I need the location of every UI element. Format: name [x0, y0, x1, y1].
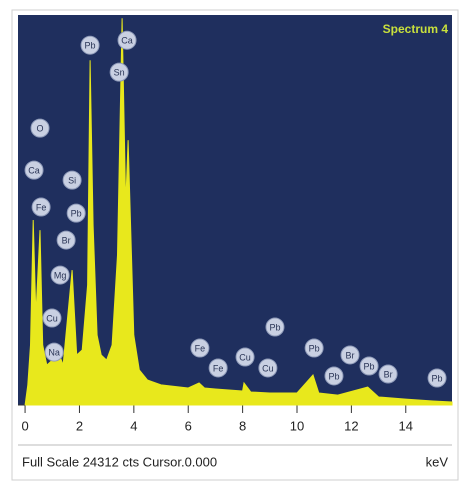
peak-badge: [258, 358, 278, 378]
x-tick-label: 8: [239, 418, 246, 433]
peak-badge: [265, 317, 285, 337]
peak-label: O: [37, 123, 44, 133]
peak-label: Br: [384, 369, 393, 379]
peak-badge: [109, 62, 129, 82]
peak-label: Si: [68, 175, 76, 185]
peak-badge: [208, 358, 228, 378]
peak-badge: [117, 30, 137, 50]
peak-badge: [190, 338, 210, 358]
x-tick-label: 2: [76, 418, 83, 433]
peak-label: Fe: [213, 363, 224, 373]
x-tick-label: 0: [21, 418, 28, 433]
x-axis-label: keV: [426, 454, 449, 469]
peak-badge: [24, 160, 44, 180]
peak-label: Pb: [328, 371, 339, 381]
peak-badge: [31, 197, 51, 217]
peak-badge: [42, 308, 62, 328]
x-tick-label: 12: [344, 418, 358, 433]
peak-label: Na: [48, 347, 60, 357]
peak-label: Pb: [71, 209, 82, 219]
peak-label: Sn: [114, 68, 125, 78]
peak-label: Cu: [262, 363, 274, 373]
peak-label: Pb: [85, 41, 96, 51]
status-text: Full Scale 24312 cts Cursor.0.000: [22, 454, 217, 469]
peak-label: Pb: [309, 343, 320, 353]
peak-badge: [44, 342, 64, 362]
peak-label: Fe: [195, 343, 206, 353]
peak-label: Fe: [36, 202, 47, 212]
peak-badge: [359, 356, 379, 376]
peak-badge: [340, 345, 360, 365]
peak-label: Br: [62, 235, 71, 245]
peak-badge: [62, 170, 82, 190]
x-tick-label: 10: [290, 418, 304, 433]
peak-label: Cu: [46, 313, 58, 323]
peak-label: Br: [346, 350, 355, 360]
peak-badge: [378, 364, 398, 384]
peak-label: Cu: [239, 352, 251, 362]
peak-badge: [66, 203, 86, 223]
chart-title: Spectrum 4: [383, 22, 449, 36]
x-tick-label: 4: [130, 418, 137, 433]
peak-badge: [427, 368, 447, 388]
peak-badge: [30, 118, 50, 138]
peak-label: Mg: [54, 270, 67, 280]
x-tick-label: 6: [185, 418, 192, 433]
peak-badge: [80, 35, 100, 55]
peak-label: Pb: [432, 373, 443, 383]
x-tick-label: 14: [399, 418, 413, 433]
peak-badge: [304, 338, 324, 358]
peak-label: Pb: [364, 361, 375, 371]
peak-badge: [235, 347, 255, 367]
peak-badge: [50, 265, 70, 285]
peak-label: Ca: [121, 36, 133, 46]
peak-badge: [56, 230, 76, 250]
peak-label: Ca: [28, 166, 40, 176]
peak-badge: [324, 366, 344, 386]
peak-label: Pb: [269, 322, 280, 332]
